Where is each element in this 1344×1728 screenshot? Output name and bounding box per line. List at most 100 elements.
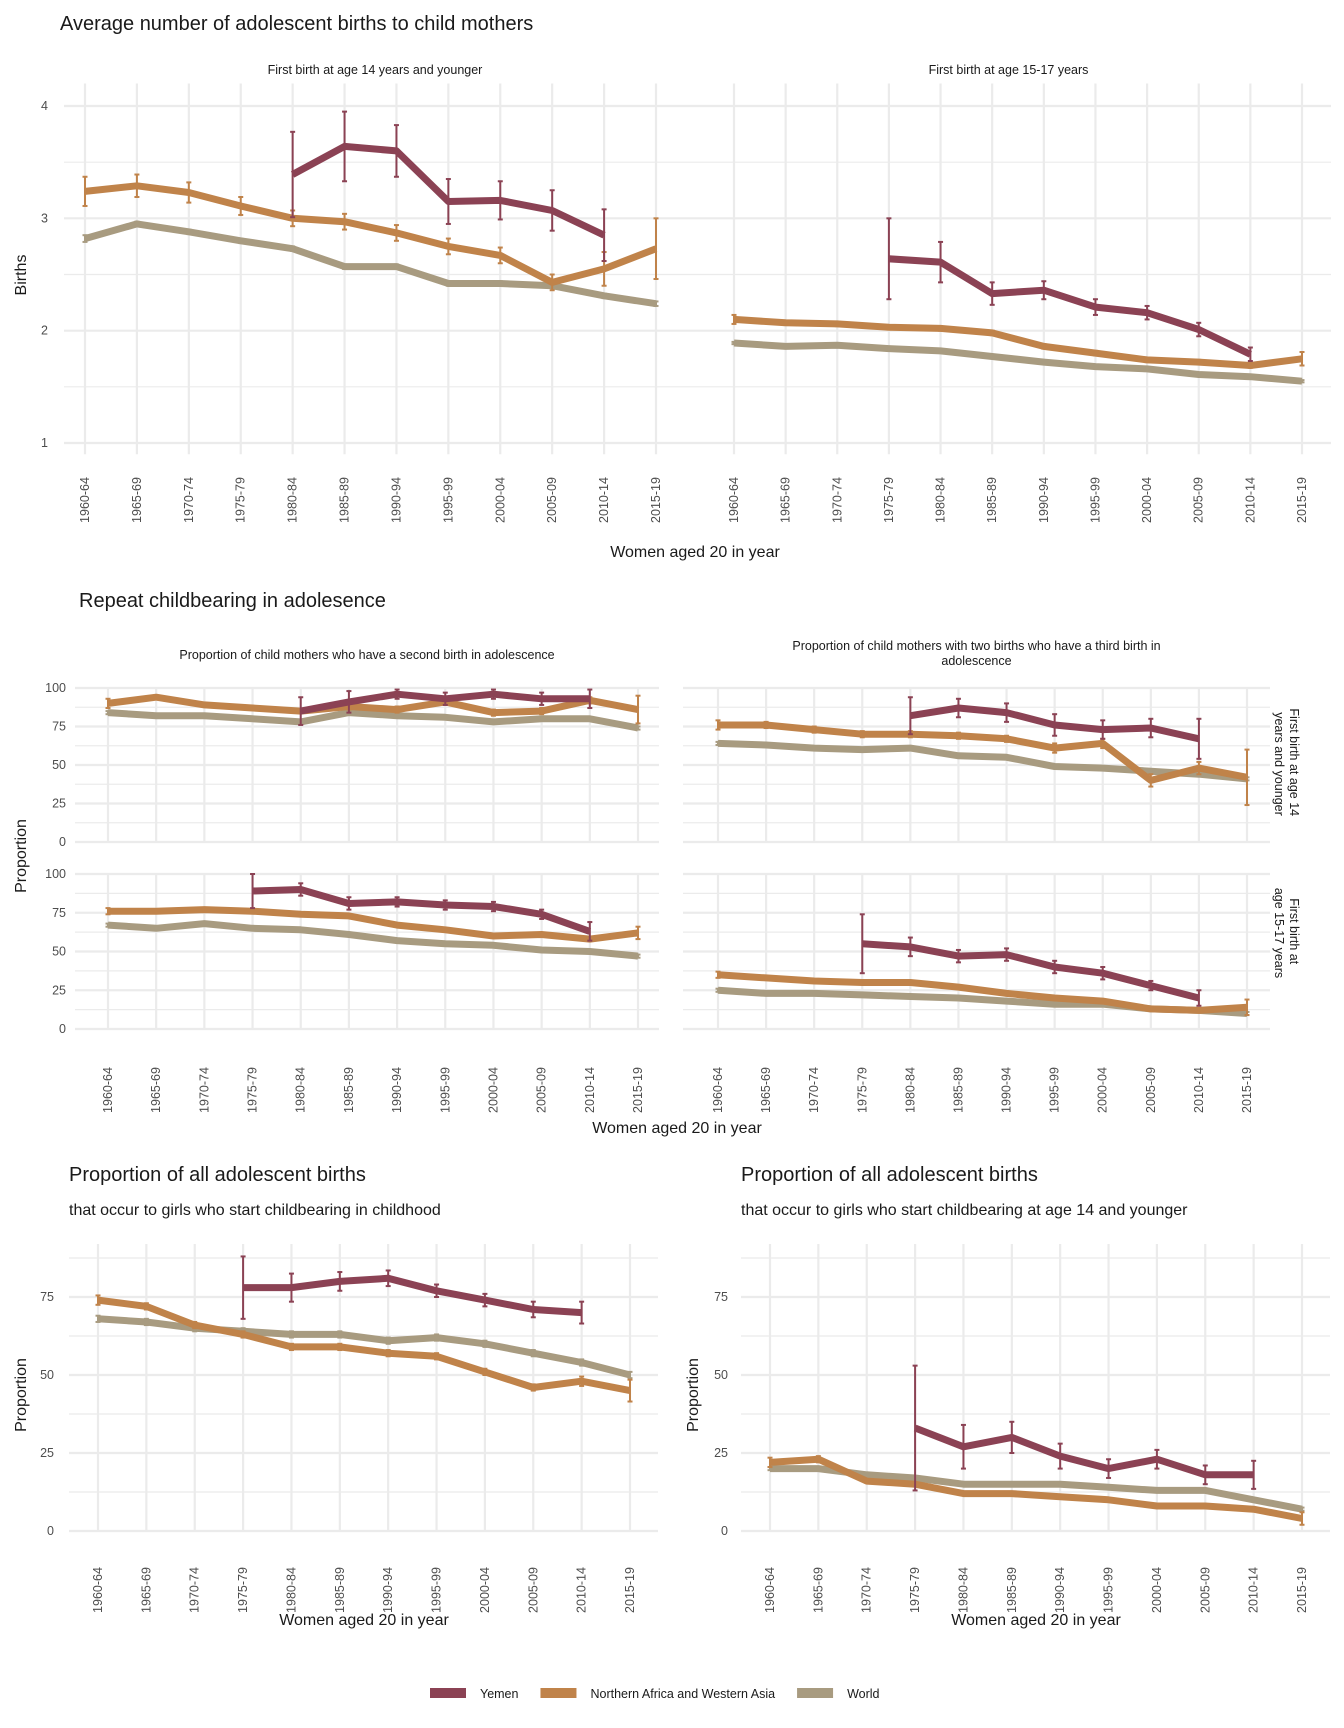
panel-strip-title: First birth at age 14 years and younger <box>268 63 483 77</box>
x-tick-label: 2000-04 <box>1140 477 1154 523</box>
y-tick-label: 75 <box>52 906 66 920</box>
x-tick-label: 1960-64 <box>78 477 92 523</box>
x-tick-label: 1970-74 <box>830 477 844 523</box>
x-tick-label: 2015-19 <box>631 1067 645 1113</box>
series-line <box>84 182 658 286</box>
y-tick-label: 100 <box>45 867 66 881</box>
x-tick-label: 1965-69 <box>139 1567 153 1613</box>
series-line <box>243 1274 582 1317</box>
x-tick-label: 1990-94 <box>390 1067 404 1113</box>
y-tick-label: 50 <box>52 945 66 959</box>
x-tick-label: 1975-79 <box>246 1067 260 1113</box>
x-tick-label: 2010-14 <box>597 477 611 523</box>
series-world <box>715 739 1250 783</box>
x-tick-label: 1985-89 <box>985 477 999 523</box>
series-line <box>733 315 1303 369</box>
x-tick-label: 1975-79 <box>855 1067 869 1113</box>
panel-strip-title: First birth at age 15-17 years <box>929 63 1089 77</box>
section-title-prop-14: Proportion of all adolescent births <box>741 1164 1038 1186</box>
legend-swatch <box>430 1688 466 1698</box>
y-axis-title-births: Births <box>13 255 30 296</box>
series-line <box>888 255 1252 358</box>
x-tick-label: 2015-19 <box>1295 477 1309 523</box>
x-tick-label: 1985-89 <box>342 1067 356 1113</box>
x-tick-label: 1980-84 <box>294 1067 308 1113</box>
series-northern-africa-and-western-asia <box>767 1455 1305 1526</box>
panel-prop_14_younger: 0 25 50 75 1960-64 1965-69 1970-74 1975-79 1980-… <box>714 1243 1330 1613</box>
series-line <box>913 1424 1254 1479</box>
y-tick-label: 50 <box>52 758 66 772</box>
series-northern-africa-and-western-asia <box>731 313 1305 369</box>
series-yemen <box>859 913 1202 1007</box>
x-tick-label: 1985-89 <box>951 1067 965 1113</box>
x-tick-label: 2005-09 <box>1192 477 1206 523</box>
y-tick-label: 50 <box>714 1368 728 1382</box>
legend-item-world: World <box>797 1687 880 1701</box>
x-tick-label: 1975-79 <box>234 477 248 523</box>
x-tick-label: 2000-04 <box>478 1567 492 1613</box>
x-tick-label: 2010-14 <box>1192 1067 1206 1113</box>
x-tick-label: 1970-74 <box>807 1067 821 1113</box>
panel-avg_14: 1 2 3 4 First birth at age 14 years and youn… <box>41 63 686 523</box>
legend-label: Yemen <box>480 1687 519 1701</box>
x-tick-label: 1970-74 <box>182 477 196 523</box>
x-tick-label: 2005-09 <box>1198 1567 1212 1613</box>
x-tick-label: 1995-99 <box>430 1567 444 1613</box>
y-tick-label: 0 <box>59 835 66 849</box>
y-tick-label: 0 <box>47 1524 54 1538</box>
series-yemen <box>290 110 607 263</box>
x-tick-label: 1960-64 <box>711 1067 725 1113</box>
series-northern-africa-and-western-asia <box>82 173 659 292</box>
x-tick-label: 1975-79 <box>882 477 896 523</box>
x-tick-label: 1985-89 <box>338 477 352 523</box>
x-tick-label: 1960-64 <box>763 1567 777 1613</box>
x-tick-label: 2015-19 <box>623 1567 637 1613</box>
legend-swatch <box>797 1688 834 1698</box>
series-line <box>252 886 591 935</box>
x-tick-label: 2005-09 <box>526 1567 540 1613</box>
x-tick-label: 1985-89 <box>333 1567 347 1613</box>
x-tick-label: 1975-79 <box>908 1567 922 1613</box>
x-tick-label: 1975-79 <box>236 1567 250 1613</box>
y-tick-label: 75 <box>40 1290 54 1304</box>
y-axis-title-prop-14: Proportion <box>685 1358 702 1432</box>
x-tick-label: 2000-04 <box>486 1067 500 1113</box>
series-line <box>717 971 1248 1014</box>
series-world <box>82 220 659 308</box>
series-yemen <box>240 1255 585 1325</box>
x-axis-title-prop-14: Women aged 20 in year <box>951 1612 1121 1629</box>
panel-rep_third_15_17: 1960-64 1965-69 1970-74 1975-79 1980-84 1985-… <box>683 872 1270 1113</box>
x-tick-label: 1990-94 <box>389 477 403 523</box>
x-axis-title-avg-births: Women aged 20 in year <box>610 544 780 561</box>
panel-rep_second_14: 0 25 50 75 100 Proportion of child mothers wh… <box>45 648 659 849</box>
legend-item-yemen: Yemen <box>430 1687 519 1701</box>
panel-strip-title: Proportion of child mothers with two bir… <box>792 639 1160 668</box>
series-line <box>97 1315 631 1379</box>
y-tick-label: 50 <box>40 1368 54 1382</box>
x-tick-label: 2010-14 <box>1247 1567 1261 1613</box>
panel-rep_third_14: Proportion of child mothers with two bir… <box>683 639 1270 844</box>
x-tick-label: 1990-94 <box>1000 1067 1014 1113</box>
x-tick-label: 2005-09 <box>545 477 559 523</box>
x-tick-label: 1960-64 <box>727 477 741 523</box>
x-tick-label: 1980-84 <box>903 1067 917 1113</box>
section-title-avg-births: Average number of adolescent births to c… <box>60 13 533 35</box>
x-tick-label: 1980-84 <box>286 477 300 523</box>
series-northern-africa-and-western-asia <box>105 906 641 943</box>
x-tick-label: 1990-94 <box>1037 477 1051 523</box>
series-northern-africa-and-western-asia <box>715 970 1250 1017</box>
x-tick-label: 2015-19 <box>649 477 663 523</box>
x-tick-label: 1995-99 <box>438 1067 452 1113</box>
series-yemen <box>250 873 593 942</box>
y-tick-label: 3 <box>41 211 48 225</box>
y-tick-label: 25 <box>52 797 66 811</box>
section-subtitle-prop-14: that occur to girls who start childbeari… <box>741 1202 1188 1219</box>
series-line <box>107 693 639 717</box>
series-northern-africa-and-western-asia <box>95 1294 633 1403</box>
row-strip-14-line1: First birth at age 14 <box>1287 708 1301 816</box>
x-tick-label: 1965-69 <box>779 477 793 523</box>
legend-label: Northern Africa and Western Asia <box>590 1687 775 1701</box>
y-tick-label: 25 <box>40 1446 54 1460</box>
series-yemen <box>912 1364 1257 1492</box>
y-tick-label: 75 <box>52 720 66 734</box>
